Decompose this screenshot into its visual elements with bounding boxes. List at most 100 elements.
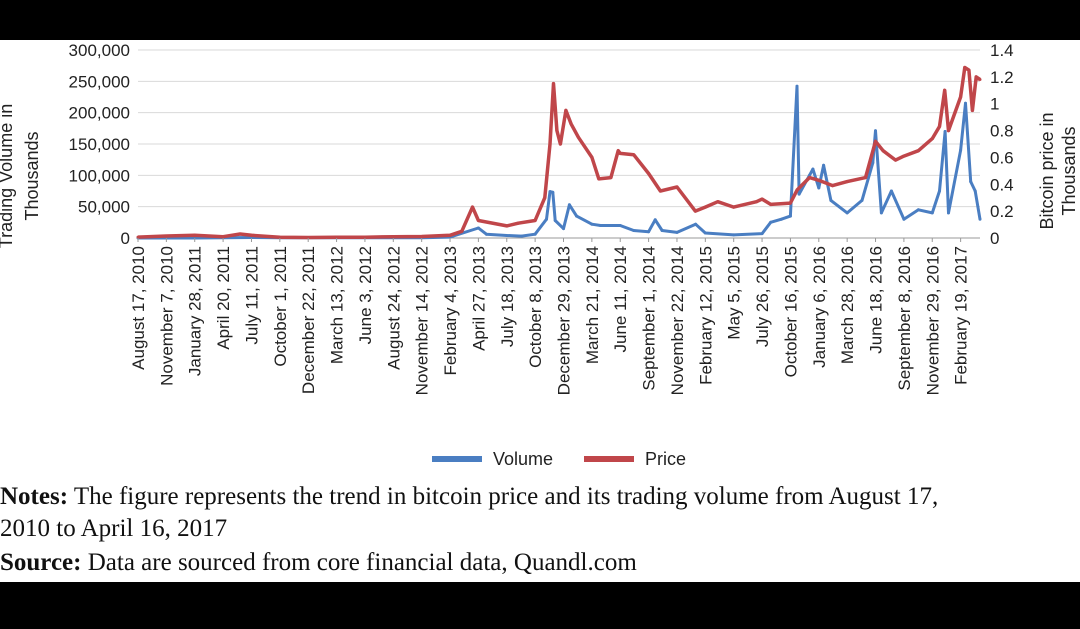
x-tick-label: December 22, 2011 (299, 246, 318, 394)
bitcoin-price-volume-chart: 300,000 250,000 200,000 150,000 100,000 50,00… (0, 41, 1079, 469)
series-volume-point (520, 234, 524, 238)
series-price-point (505, 224, 509, 228)
series-price-point (970, 108, 974, 112)
series-price-point (335, 235, 339, 239)
series-price-point (476, 219, 480, 222)
legend-price-label: Price (645, 449, 686, 469)
series-price-point (516, 221, 520, 225)
series-volume-point (969, 180, 973, 184)
x-tick-label: September 1, 2014 (640, 246, 659, 391)
series-volume-point (548, 190, 552, 194)
series-price-point (543, 196, 547, 200)
left-tick-label: 50,000 (78, 198, 130, 217)
series-price-point (959, 95, 963, 99)
series-volume-point (476, 226, 480, 230)
series-volume-point (822, 163, 826, 167)
series-price-point (978, 78, 982, 81)
series-volume-point (732, 233, 736, 237)
series-volume-line (138, 84, 982, 240)
x-tick-label: April 27, 2013 (469, 246, 488, 351)
series-volume-point (964, 101, 967, 105)
x-tick-label: January 6, 2016 (810, 246, 829, 368)
series-price-point (675, 185, 679, 189)
series-volume-point (817, 186, 821, 190)
series-price-point (558, 142, 562, 146)
series-volume-point (973, 189, 977, 193)
series-volume-point (829, 198, 833, 202)
series-price-point (703, 205, 707, 209)
series-volume-point (916, 208, 920, 212)
series-price-point (363, 235, 367, 239)
series-price-point (732, 205, 736, 209)
x-tick-label: February 19, 2017 (952, 246, 971, 385)
series-price-point (755, 200, 758, 204)
series-volume-point (575, 214, 579, 218)
series-volume-point (779, 217, 783, 221)
series-price-point (306, 236, 310, 239)
notes-line-1: Notes: The figure represents the trend i… (0, 482, 938, 512)
series-volume-point (959, 148, 963, 152)
left-tick-label: 100,000 (69, 166, 130, 185)
series-price-point (420, 235, 424, 238)
x-tick-label: May 5, 2015 (725, 246, 744, 340)
right-axis-label-line1: Bitcoin price in (1037, 112, 1057, 229)
series-price-point (533, 219, 537, 222)
series-price-point (930, 137, 934, 141)
series-volume-point (618, 224, 622, 227)
x-tick-label: November 7, 2010 (157, 246, 176, 386)
series-volume-point (533, 232, 537, 236)
x-tick-label: June 3, 2012 (356, 246, 375, 344)
series-volume-point (545, 217, 548, 221)
series-volume-point (505, 234, 509, 237)
series-price-point (716, 200, 720, 204)
series-price-point (817, 178, 821, 182)
right-tick-label: 1.2 (990, 68, 1014, 87)
series-price-point (250, 233, 253, 237)
series-price-point (590, 155, 594, 159)
left-tick-label: 250,000 (69, 72, 130, 91)
series-volume-point (769, 220, 773, 224)
series-price-point (555, 129, 559, 133)
x-tick-label: March 13, 2012 (328, 246, 347, 364)
series-price-point (569, 122, 573, 126)
series-volume-point (694, 222, 698, 226)
series-volume-point (788, 214, 792, 218)
series-volume-point (551, 190, 555, 194)
series-volume-point (599, 224, 602, 227)
left-axis-label-line1: Trading Volume in (0, 104, 16, 248)
x-tick-label: June 18, 2016 (867, 246, 886, 354)
series-volume-point (484, 232, 488, 236)
series-price-line (137, 65, 981, 240)
source-label: Source: (0, 549, 82, 576)
series-price-point (760, 197, 764, 201)
series-price-point (164, 234, 168, 238)
series-volume-point (653, 218, 657, 222)
series-price-point (938, 125, 941, 128)
x-tick-label: June 11, 2014 (611, 246, 630, 353)
series-price-point (974, 75, 978, 79)
series-volume-point (647, 230, 651, 234)
notes-label: Notes: (0, 483, 69, 510)
series-price-point (597, 177, 601, 181)
x-tick-label: July 18, 2013 (498, 246, 517, 347)
axis-labels: Trading Volume in Thousands Bitcoin pric… (0, 104, 1079, 248)
series-volume-point (590, 222, 594, 226)
series-price-point (881, 149, 885, 153)
legend-volume-label: Volume (493, 449, 553, 469)
x-tick-label: November 14, 2012 (413, 246, 432, 395)
left-tick-label: 300,000 (69, 41, 130, 60)
series-price-point (894, 158, 898, 162)
notes-line-2: 2010 to April 16, 2017 (0, 514, 227, 544)
x-tick-label: December 29, 2013 (555, 246, 574, 395)
series-price-point (193, 233, 197, 237)
notes-text-2: 2010 to April 16, 2017 (0, 515, 228, 542)
series-price-point (947, 129, 950, 133)
series-volume-point (947, 211, 950, 215)
series-price-point (618, 151, 622, 155)
series-volume-point (675, 230, 679, 234)
series-price-point (221, 235, 225, 239)
series-volume-point (889, 189, 893, 193)
left-tick-label: 150,000 (69, 135, 130, 154)
series-price-point (471, 205, 474, 209)
series-volume-point (760, 232, 764, 236)
